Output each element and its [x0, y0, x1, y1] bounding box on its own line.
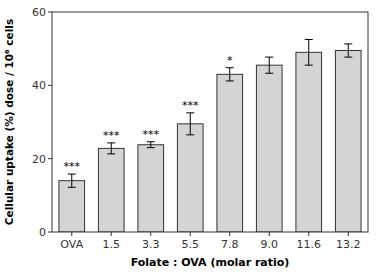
error-cap	[68, 174, 76, 175]
x-tick-label: OVA	[60, 238, 83, 251]
y-tick-label: 40	[32, 79, 46, 92]
error-bar	[68, 174, 76, 187]
x-tick	[150, 232, 151, 236]
significance-label: *	[227, 54, 233, 67]
error-cap	[226, 67, 234, 68]
x-tick-label: 5.5	[182, 238, 200, 251]
bar	[59, 181, 85, 232]
error-stem	[71, 174, 72, 187]
error-bar	[226, 68, 234, 81]
chart-svg: *************0204060OVA1.53.35.57.89.011…	[0, 0, 378, 274]
error-cap	[68, 187, 76, 188]
x-tick-label: 1.5	[103, 238, 121, 251]
chart-container: *************0204060OVA1.53.35.57.89.011…	[0, 0, 378, 274]
error-cap	[186, 134, 194, 135]
error-cap	[147, 147, 155, 148]
error-stem	[190, 113, 191, 135]
significance-label: ***	[182, 99, 199, 112]
significance-label: ***	[143, 128, 160, 141]
error-bar	[186, 113, 194, 135]
y-tick-label: 0	[39, 226, 46, 239]
error-bar	[265, 57, 273, 73]
x-tick	[348, 232, 349, 236]
error-stem	[111, 143, 112, 154]
y-tick	[48, 12, 52, 13]
error-bar	[147, 142, 155, 148]
y-tick	[48, 158, 52, 159]
error-cap	[107, 142, 115, 143]
error-cap	[107, 153, 115, 154]
x-tick	[308, 232, 309, 236]
x-tick	[71, 232, 72, 236]
y-tick-label: 60	[32, 6, 46, 19]
plot-frame	[52, 12, 368, 232]
y-axis-label: Cellular uptake (%) dose / 10⁶ cells	[3, 19, 15, 225]
error-cap	[344, 57, 352, 58]
bar	[256, 65, 282, 232]
x-axis-label: Folate : OVA (molar ratio)	[131, 256, 290, 269]
error-stem	[269, 57, 270, 73]
error-bar	[344, 44, 352, 57]
error-cap	[147, 141, 155, 142]
x-tick-label: 7.8	[221, 238, 239, 251]
error-cap	[265, 57, 273, 58]
x-tick	[229, 232, 230, 236]
error-bar	[107, 143, 115, 154]
error-stem	[308, 40, 309, 66]
y-tick	[48, 232, 52, 233]
error-cap	[265, 73, 273, 74]
bar	[177, 124, 203, 232]
significance-label: ***	[103, 129, 120, 142]
x-tick	[190, 232, 191, 236]
x-tick-label: 13.2	[336, 238, 361, 251]
x-tick-label: 3.3	[142, 238, 160, 251]
bar	[98, 148, 124, 232]
error-stem	[150, 142, 151, 148]
bar	[138, 145, 164, 232]
error-cap	[305, 39, 313, 40]
x-tick-label: 11.6	[297, 238, 322, 251]
error-stem	[348, 44, 349, 57]
x-tick-label: 9.0	[261, 238, 279, 251]
error-cap	[226, 80, 234, 81]
plot-area	[59, 40, 361, 233]
bar	[296, 52, 322, 232]
significance-label: ***	[64, 160, 81, 173]
y-tick	[48, 85, 52, 86]
x-tick	[269, 232, 270, 236]
bar	[335, 51, 361, 233]
error-cap	[305, 65, 313, 66]
error-bar	[305, 40, 313, 66]
x-tick	[111, 232, 112, 236]
error-stem	[229, 68, 230, 81]
error-cap	[344, 43, 352, 44]
y-tick-label: 20	[32, 153, 46, 166]
bar	[217, 74, 243, 232]
error-cap	[186, 112, 194, 113]
